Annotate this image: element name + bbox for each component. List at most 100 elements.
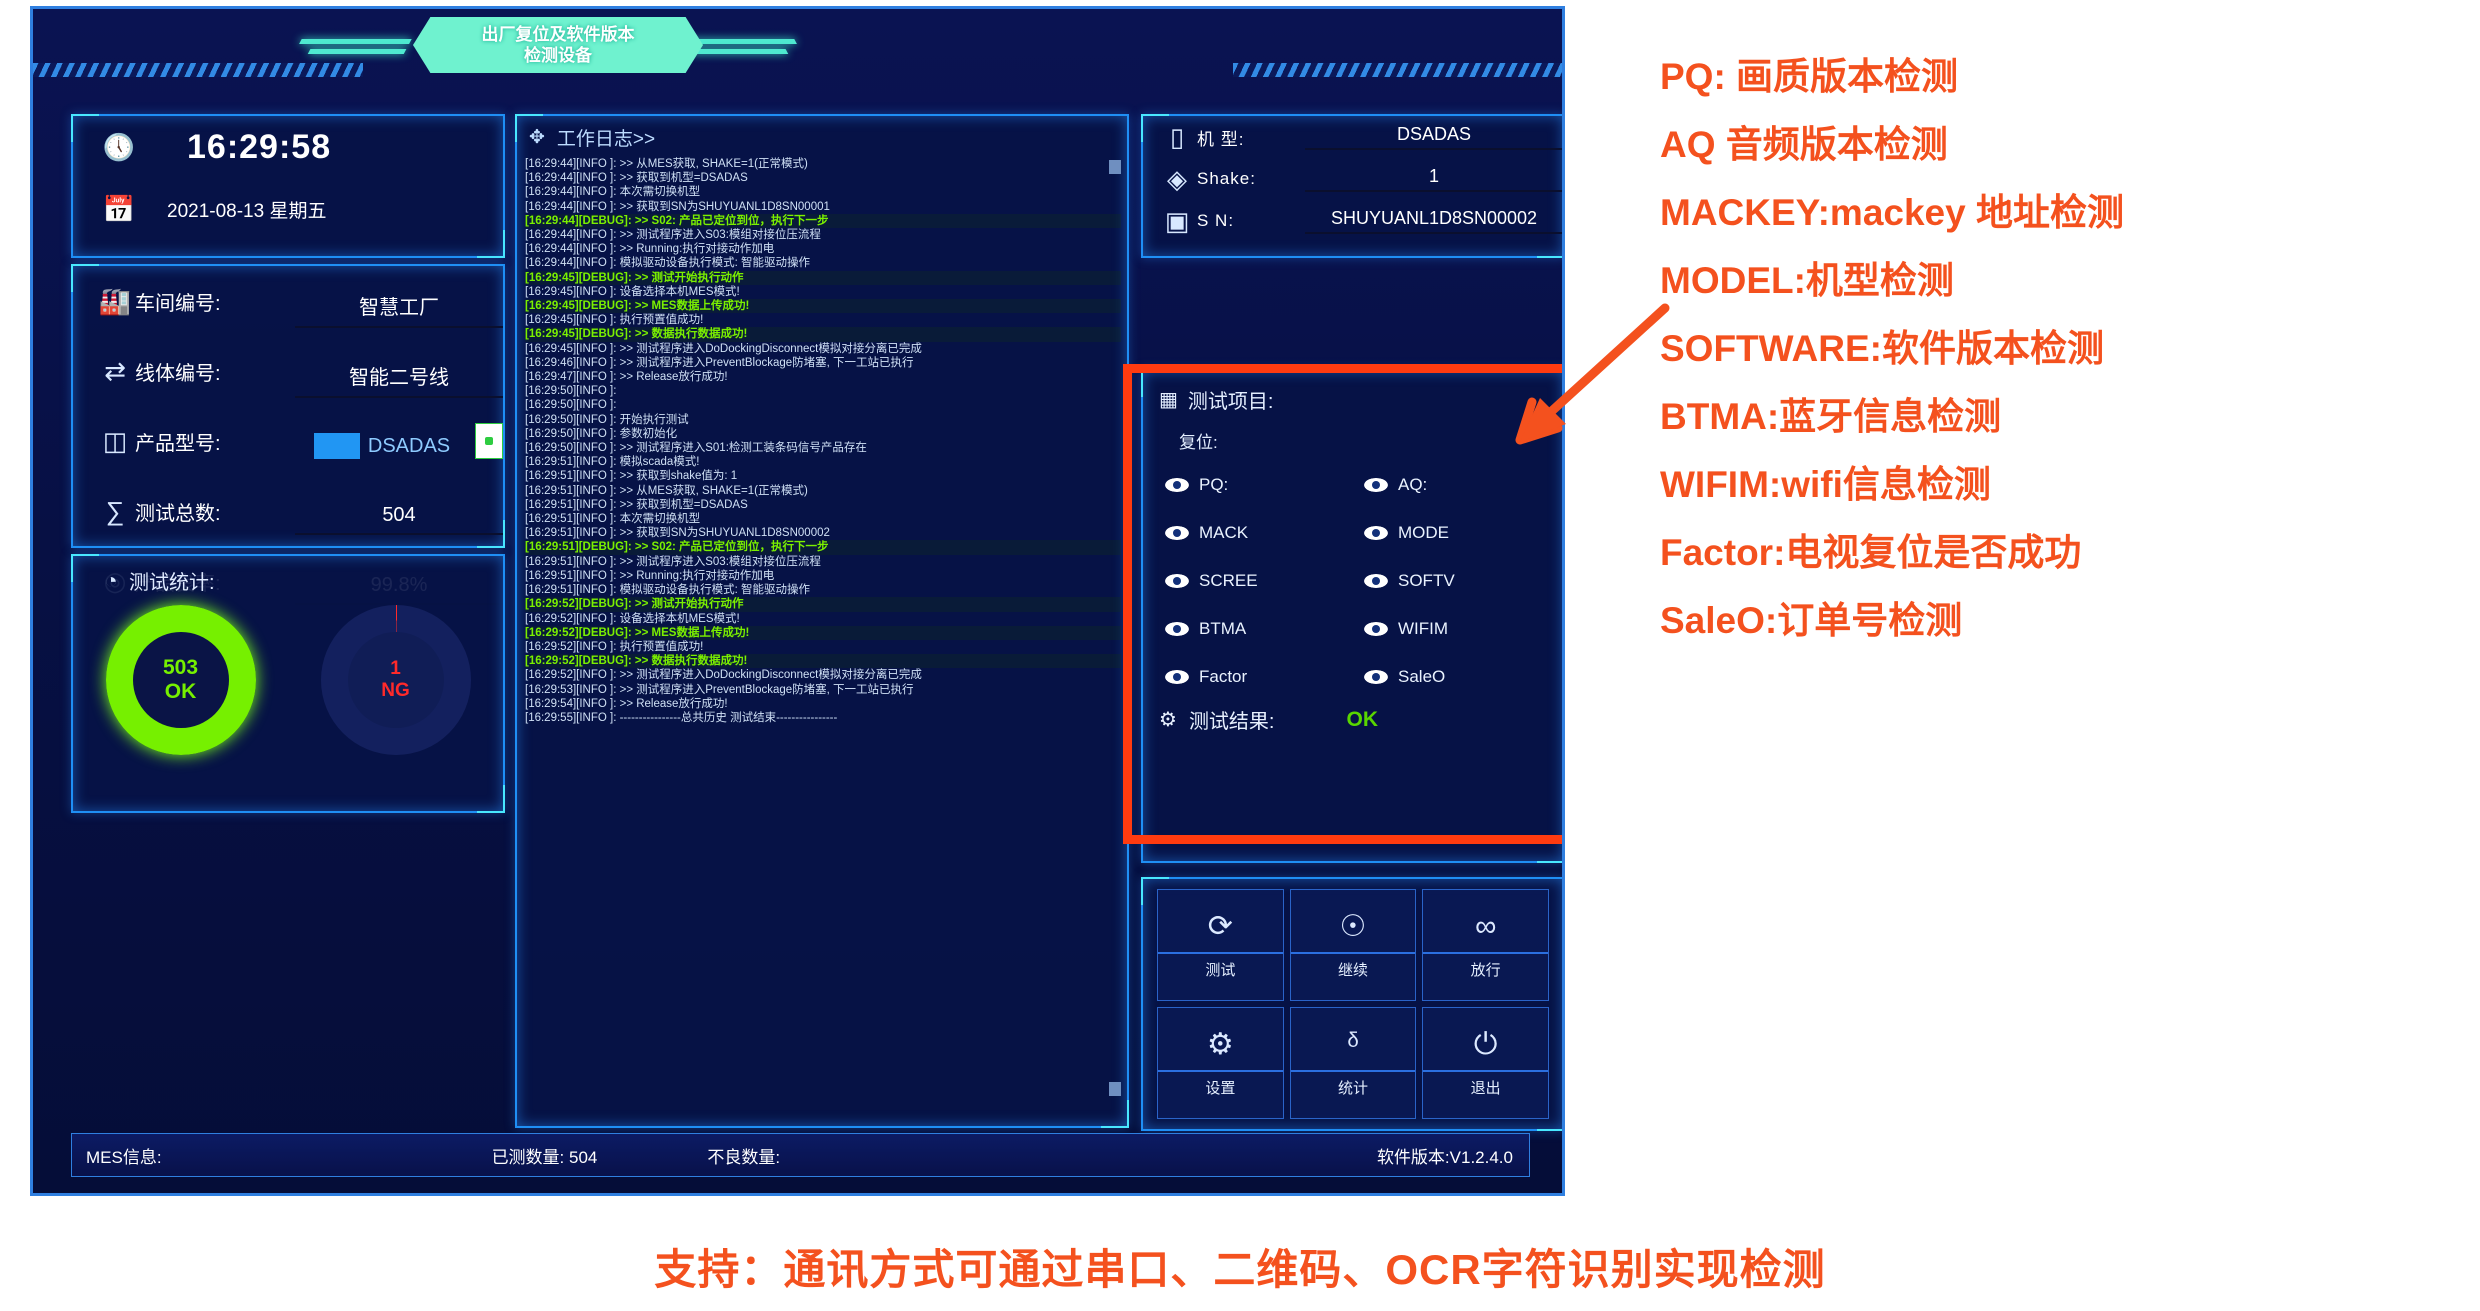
model-dropdown-button[interactable] [475, 423, 503, 459]
test-item-label: Factor [1199, 667, 1248, 686]
info-row-model[interactable]: ◫ 产品型号: DSADAS [73, 406, 503, 476]
log-line: [16:29:44][INFO ]: 模拟驱动设备执行模式: 智能驱动操作 [525, 257, 810, 270]
log-line: [16:29:50][INFO ]: [525, 385, 617, 398]
annotation-note: BTMA:蓝牙信息检测 [1660, 396, 2002, 437]
log-line: [16:29:50][INFO ]: 参数初始化 [525, 427, 678, 440]
test-item-label: SaleO [1398, 667, 1446, 686]
action-buttons-panel: ⟳ 测试 ☉ 继续 ∞ 放行 ⚙ 设置 ᵟ 统计 ⏻ 退出 [1141, 877, 1562, 1131]
machine-label: 机 型: [1197, 129, 1245, 149]
test-item-mack[interactable]: MACK [1165, 523, 1364, 543]
ng-label: NG [381, 680, 410, 701]
donut-ng-hole: 1 NG [347, 632, 444, 728]
test-item-btma[interactable]: BTMA [1165, 619, 1364, 639]
log-body[interactable]: [16:29:44][INFO ]: >> 从MES获取, SHAKE=1(正常… [517, 155, 1127, 1107]
shake-icon: ◈ [1167, 163, 1187, 194]
title-wing-left [292, 35, 424, 57]
log-line: [16:29:44][INFO ]: 本次需切换机型 [525, 186, 701, 199]
test-item-mode[interactable]: MODE [1364, 523, 1562, 543]
log-line: [16:29:50][INFO ]: 开始执行测试 [525, 413, 689, 426]
log-line: [16:29:51][INFO ]: >> 获取到shake值为: 1 [525, 470, 738, 483]
stats-title-row: ◔ 测试统计: [73, 556, 503, 595]
annotation-note: WIFIM:wifi信息检测 [1660, 464, 1991, 505]
play-refresh-icon: ⟳ [1207, 910, 1233, 943]
info-value-total: 504 [295, 504, 503, 535]
annotation-note: Factor:电视复位是否成功 [1660, 532, 2082, 573]
status-bar: MES信息: 已测数量: 504 不良数量: 软件版本:V1.2.4.0 [71, 1133, 1530, 1177]
test-item-saleo[interactable]: SaleO [1364, 667, 1562, 687]
log-line: [16:29:52][INFO ]: 设备选择本机MES模式! [525, 612, 740, 625]
annotation-note: MODEL:机型检测 [1660, 260, 1954, 301]
test-item-wifim[interactable]: WIFIM [1364, 619, 1562, 639]
test-item-label: BTMA [1199, 619, 1247, 638]
button-放行[interactable]: ∞ 放行 [1422, 889, 1549, 1001]
product-info-panel: 🏭 车间编号: 智慧工厂 ⇄ 线体编号: 智能二号线 ◫ 产品型号: DSADA… [71, 264, 505, 605]
line-icon: ⇄ [104, 355, 126, 386]
clock-panel: 🕔 16:29:58 📅 2021-08-13 星期五 [71, 114, 505, 258]
test-items-panel: ▦ 测试项目: 复位: PQ: AQ: MACK MODE SCREE SOFTV BTMA… [1141, 369, 1562, 863]
test-item-softv[interactable]: SOFTV [1364, 571, 1562, 591]
log-line: [16:29:51][INFO ]: >> 获取到SN为SHUYUANL1D8S… [525, 527, 830, 540]
machine-value-shake: 1 [1305, 166, 1562, 192]
annotation-note: SOFTWARE:软件版本检测 [1660, 328, 2104, 369]
log-line: [16:29:46][INFO ]: >> 测试程序进入PreventBlock… [525, 356, 914, 369]
model-color-swatch [313, 433, 360, 459]
info-value-line: 智能二号线 [295, 361, 503, 398]
eye-icon [1165, 574, 1189, 588]
info-label: 产品型号: [135, 432, 221, 455]
clock-icon: 🕔 [102, 131, 136, 162]
button-测试[interactable]: ⟳ 测试 [1157, 889, 1284, 1001]
eye-icon [1364, 622, 1388, 636]
test-item-label: SOFTV [1398, 571, 1455, 590]
test-item-label: MODE [1398, 523, 1449, 542]
test-item-label: MACK [1199, 523, 1249, 542]
log-line: [16:29:45][DEBUG]: >> 数据执行数据成功! [525, 327, 1121, 342]
action-buttons-grid: ⟳ 测试 ☉ 继续 ∞ 放行 ⚙ 设置 ᵟ 统计 ⏻ 退出 [1143, 879, 1562, 1129]
annotation-note: SaleO:订单号检测 [1660, 600, 1963, 641]
pie-chart-icon: ◔ [104, 567, 118, 593]
ok-count: 503 [162, 656, 199, 679]
pause-icon: ☉ [1339, 910, 1367, 943]
eye-icon [1364, 478, 1388, 492]
gear-icon: ⚙ [1206, 1028, 1234, 1061]
log-title-row: ✥ 工作日志>> [517, 116, 1127, 155]
status-ng-count: 不良数量: [707, 1147, 781, 1167]
log-scroll-up[interactable] [1109, 160, 1121, 174]
log-line: [16:29:52][INFO ]: >> 测试程序进入DoDockingDis… [525, 669, 922, 682]
log-line: [16:29:45][DEBUG]: >> MES数据上传成功! [525, 299, 1121, 314]
machine-label: S N: [1197, 211, 1235, 230]
test-item-pq[interactable]: PQ: [1165, 475, 1364, 495]
button-设置[interactable]: ⚙ 设置 [1157, 1007, 1284, 1119]
callout-arrow-icon [1515, 303, 1670, 445]
log-line: [16:29:51][INFO ]: >> 测试程序进入S03:模组对接位压流程 [525, 555, 821, 568]
info-row-workshop: 🏭 车间编号: 智慧工厂 [73, 266, 503, 336]
log-line: [16:29:51][INFO ]: >> 获取到机型=DSADAS [525, 498, 748, 511]
ok-label: OK [164, 680, 197, 703]
barcode-icon: ▣ [1164, 205, 1190, 236]
test-item-aq[interactable]: AQ: [1364, 475, 1562, 495]
button-继续[interactable]: ☉ 继续 [1289, 889, 1417, 1001]
donut-ng: 1 NG [320, 605, 471, 755]
button-label: 继续 [1290, 952, 1416, 980]
info-value-model: DSADAS [367, 434, 451, 457]
log-line: [16:29:51][INFO ]: 模拟驱动设备执行模式: 智能驱动操作 [525, 584, 810, 597]
page-title: 出厂复位及软件版本 检测设备 [413, 17, 703, 73]
log-scroll-down[interactable] [1109, 1082, 1121, 1096]
button-统计[interactable]: ᵟ 统计 [1289, 1007, 1417, 1119]
factory-icon: 🏭 [98, 285, 132, 316]
page-title-line2: 检测设备 [524, 46, 592, 65]
test-item-scree[interactable]: SCREE [1165, 571, 1364, 591]
decor-hatch-left [33, 63, 363, 77]
test-result-label: 测试结果: [1188, 711, 1275, 733]
button-退出[interactable]: ⏻ 退出 [1422, 1007, 1549, 1119]
test-item-factor[interactable]: Factor [1165, 667, 1364, 687]
eye-icon [1364, 670, 1388, 684]
machine-info-panel: ▯ 机 型: DSADAS ◈ Shake: 1 ▣ S N: SHUYUANL… [1141, 114, 1562, 258]
log-line: [16:29:44][INFO ]: >> 从MES获取, SHAKE=1(正常… [525, 158, 808, 170]
info-row-line: ⇄ 线体编号: 智能二号线 [73, 336, 503, 406]
log-line: [16:29:45][INFO ]: 设备选择本机MES模式! [525, 285, 740, 298]
log-line: [16:29:52][DEBUG]: >> 测试开始执行动作 [525, 597, 1121, 612]
test-result-value: OK [1346, 707, 1379, 731]
stats-donuts: 503 OK 1 NG [73, 605, 503, 755]
eye-icon [1165, 478, 1189, 492]
log-line: [16:29:51][DEBUG]: >> S02: 产品已定位到位，执行下一步 [525, 540, 1121, 555]
